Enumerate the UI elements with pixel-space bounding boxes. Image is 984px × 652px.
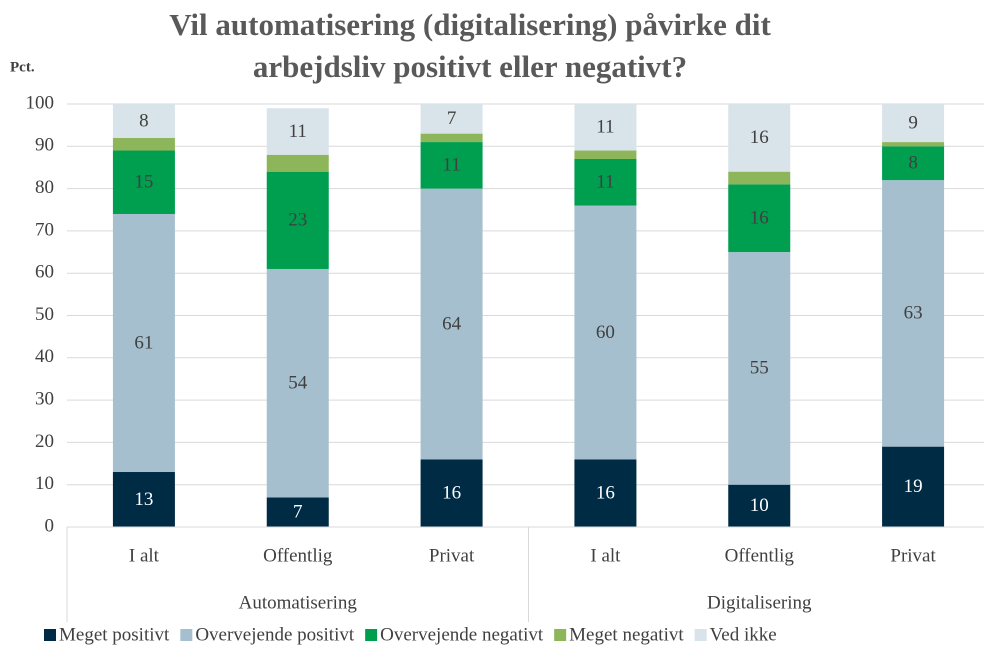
bar-segment [574, 150, 637, 159]
bar-segment [728, 171, 791, 185]
legend-label: Ved ikke [710, 624, 777, 645]
bar-segment [728, 484, 791, 527]
y-tick-label: 10 [35, 473, 54, 494]
y-tick-label: 40 [35, 346, 54, 367]
y-tick-label: 0 [45, 515, 55, 536]
legend-label: Overvejende positivt [195, 624, 355, 645]
bar-segment [420, 133, 483, 143]
data-label: 13 [134, 489, 153, 510]
data-label: 23 [288, 210, 307, 231]
legend: Meget positivt Overvejende positivt Overve… [44, 624, 777, 645]
bar-segment [112, 472, 175, 527]
bar-segment [266, 497, 329, 527]
y-tick-label: 50 [35, 304, 54, 325]
y-tick-label: 20 [35, 431, 54, 452]
bar-segment [420, 142, 483, 189]
data-label: 16 [442, 483, 461, 504]
group-label: Digitalisering [707, 592, 812, 613]
data-label: 8 [139, 110, 149, 131]
bar-segment [266, 171, 329, 269]
legend-label: Overvejende negativt [380, 624, 544, 645]
x-tick-label: Privat [890, 545, 936, 566]
y-tick-label: 80 [35, 177, 54, 198]
data-label: 19 [904, 476, 923, 497]
data-label: 9 [908, 112, 918, 133]
data-label: 11 [289, 121, 307, 142]
y-tick-label: 70 [35, 219, 54, 240]
data-label: 16 [750, 127, 769, 148]
chart-title: Vil automatisering (digitalisering) påvi… [169, 7, 771, 42]
bar-segment [420, 459, 483, 527]
legend-swatch [44, 629, 56, 641]
data-label: 55 [750, 358, 769, 379]
y-axis-label: Pct. [10, 59, 35, 75]
x-tick-label: Offentlig [725, 545, 795, 566]
legend-label: Meget negativt [569, 624, 684, 645]
bar-segment [266, 268, 329, 498]
bar-segment [574, 205, 637, 460]
data-label: 7 [447, 108, 457, 129]
data-label: 54 [288, 373, 308, 394]
bar-segment [728, 252, 791, 485]
data-label: 16 [596, 483, 615, 504]
y-tick-label: 90 [35, 135, 54, 156]
data-label: 11 [442, 155, 460, 176]
data-label: 63 [904, 303, 923, 324]
bar-segment [420, 104, 483, 134]
data-label: 7 [293, 502, 303, 523]
y-tick-label: 30 [35, 388, 54, 409]
bar-segment [728, 184, 791, 253]
data-label: 60 [596, 322, 615, 343]
x-tick-label: Offentlig [263, 545, 333, 566]
legend-label: Meget positivt [59, 624, 170, 645]
bar-segment [882, 180, 945, 447]
bar-segment [420, 188, 483, 460]
bar-segment [112, 104, 175, 138]
legend-swatch [554, 629, 567, 641]
x-tick-label: I alt [129, 545, 160, 566]
bar-segment [112, 137, 175, 151]
group-label: Automatisering [239, 592, 358, 613]
x-tick-label: I alt [590, 545, 621, 566]
x-tick-label: Privat [429, 545, 475, 566]
data-label: 64 [442, 313, 462, 334]
data-label: 15 [134, 172, 153, 193]
data-label: 10 [750, 495, 769, 516]
bar-segment [266, 108, 329, 155]
bar-segment [574, 158, 637, 206]
bar-segment [882, 146, 945, 181]
bar-segment [882, 446, 945, 527]
legend-swatch [180, 629, 193, 641]
bar-segment [112, 150, 175, 214]
legend-swatch [694, 629, 707, 641]
bar-segment [574, 104, 637, 151]
bar-segment [112, 213, 175, 473]
y-tick-label: 60 [35, 262, 54, 283]
bar-segment [574, 459, 637, 527]
data-label: 8 [908, 153, 918, 174]
data-label: 11 [596, 117, 614, 138]
legend-swatch [365, 629, 378, 641]
bar-segment [882, 142, 945, 147]
bar-segment [728, 104, 791, 172]
data-label: 11 [596, 172, 614, 193]
y-tick-label: 100 [26, 92, 55, 113]
data-label: 16 [750, 208, 769, 229]
bar-segment [882, 104, 945, 143]
data-label: 61 [134, 332, 153, 353]
bar-segment [266, 154, 329, 172]
chart-title: arbejdsliv positivt eller negativt? [253, 49, 687, 84]
